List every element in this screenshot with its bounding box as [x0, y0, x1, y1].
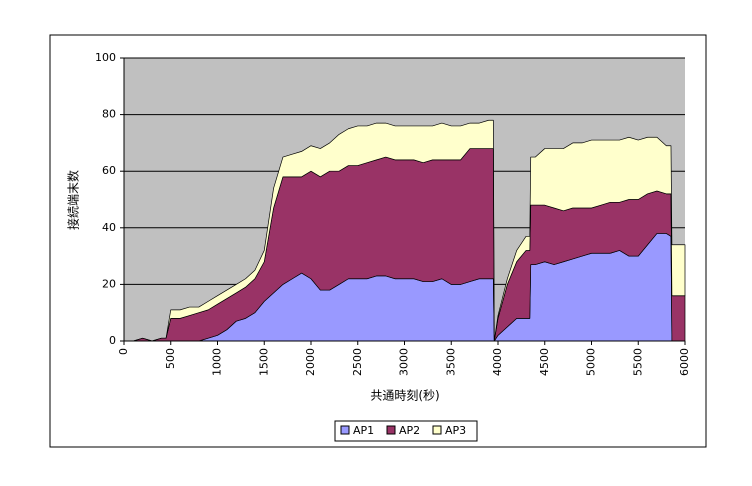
y-tick-label: 20: [102, 277, 116, 290]
legend-swatch: [432, 425, 442, 435]
legend: AP1 AP2 AP3: [334, 420, 478, 442]
y-tick-label: 100: [95, 51, 116, 64]
x-tick-label: 500: [164, 348, 177, 369]
x-tick-label: 2000: [304, 348, 317, 376]
x-tick-label: 6000: [678, 348, 691, 376]
legend-swatch: [340, 425, 350, 435]
x-tick-label: 5500: [631, 348, 644, 376]
x-tick-label: 4000: [491, 348, 504, 376]
legend-swatch: [386, 425, 396, 435]
x-tick-label: 5000: [585, 348, 598, 376]
x-tick-label: 3500: [444, 348, 457, 376]
x-tick-label: 3000: [398, 348, 411, 376]
y-axis-title: 接続端末数: [66, 170, 81, 230]
legend-label: AP3: [445, 424, 466, 437]
x-tick-label: 0: [117, 348, 130, 355]
y-tick-label: 60: [102, 164, 116, 177]
y-tick-label: 40: [102, 221, 116, 234]
x-tick-label: 1500: [257, 348, 270, 376]
x-axis-title: 共通時刻(秒): [370, 389, 439, 403]
area: [123, 119, 686, 342]
x-tick-label: 2500: [351, 348, 364, 376]
legend-label: AP2: [399, 424, 420, 437]
x-tick-label: 4500: [538, 348, 551, 376]
legend-label: AP1: [353, 424, 374, 437]
y-tick-label: 80: [102, 108, 116, 121]
x-tick-label: 1000: [211, 348, 224, 376]
y-tick-label: 0: [109, 334, 116, 347]
